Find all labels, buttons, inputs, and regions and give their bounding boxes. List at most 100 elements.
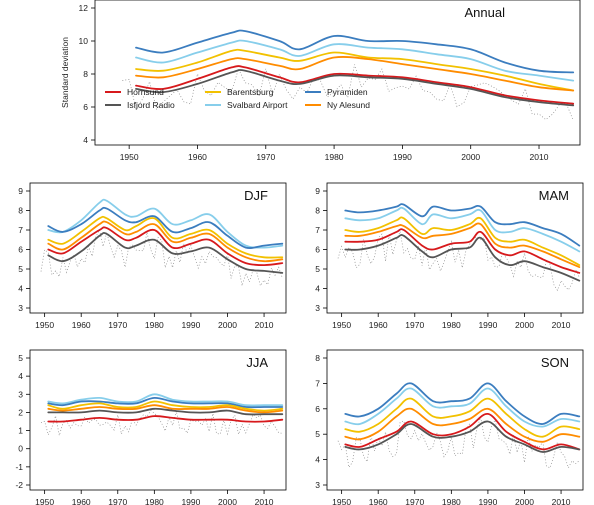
y-tick-label: 4 — [18, 371, 23, 381]
y-tick-label: 10 — [79, 36, 89, 46]
series-line-svalbard-airport — [344, 387, 581, 428]
series-line-svalbard-airport — [135, 39, 575, 82]
y-axis-label: Standard deviation — [60, 37, 70, 108]
plot-frame — [94, 0, 581, 146]
series-line-ny-alesund — [47, 220, 284, 263]
y-tick-label: 6 — [315, 245, 320, 255]
y-tick-label: 5 — [315, 429, 320, 439]
legend-label: Ny Alesund — [327, 100, 370, 110]
series-line-hornsund — [344, 228, 581, 274]
legend-label: Hornsund — [127, 87, 164, 97]
chart-title: JJA — [246, 355, 268, 370]
series-line-ny-alesund — [344, 407, 581, 443]
legend-item: Isfjord Radio — [105, 100, 175, 110]
x-tick-label: 1980 — [325, 152, 344, 162]
x-tick-label: 1950 — [332, 497, 351, 505]
x-tick-label: 1960 — [72, 320, 91, 330]
x-tick-label: 1950 — [35, 320, 54, 330]
chart-title: MAM — [539, 188, 569, 203]
raw-data-line — [337, 230, 580, 292]
legend-item: Hornsund — [105, 87, 164, 97]
series-line-isfjord-radio — [135, 69, 575, 107]
series-line-barentsburg — [47, 215, 284, 259]
x-tick-label: 2000 — [218, 497, 237, 505]
legend-item: Ny Alesund — [305, 100, 370, 110]
series-line-ny-alesund — [47, 404, 284, 414]
series-line-pyramiden — [344, 203, 581, 247]
chart-title: SON — [541, 355, 569, 370]
y-tick-label: -1 — [15, 462, 23, 472]
legend-label: Svalbard Airport — [227, 100, 288, 110]
plot-frame — [29, 182, 287, 314]
y-tick-label: 7 — [18, 225, 23, 235]
series-line-ny-alesund — [344, 222, 581, 268]
x-tick-label: 2000 — [218, 320, 237, 330]
series-line-barentsburg — [344, 216, 581, 266]
y-tick-label: 7 — [315, 378, 320, 388]
y-tick-label: -2 — [15, 480, 23, 490]
y-tick-label: 6 — [315, 404, 320, 414]
chart-title: DJF — [244, 188, 268, 203]
x-tick-label: 1990 — [181, 497, 200, 505]
x-tick-label: 2010 — [530, 152, 549, 162]
chart-panel-djf: 3 4 5 6 7 8 9 1950 1960 1970 1980 1990 2000 2010 DJF — [18, 182, 287, 330]
x-tick-label: 2010 — [255, 497, 274, 505]
chart-panel-jja: -2 -1 0 1 2 3 4 5 1950 1960 1970 1980 1990 2000 2010 JJ… — [15, 349, 287, 505]
y-tick-label: 9 — [315, 186, 320, 196]
x-tick-label: 1950 — [120, 152, 139, 162]
series-line-pyramiden — [47, 206, 284, 249]
y-tick-label: 3 — [18, 303, 23, 313]
y-tick-label: 4 — [83, 135, 88, 145]
series-line-isfjord-radio — [47, 231, 284, 274]
series-line-isfjord-radio — [344, 420, 581, 453]
y-tick-label: 7 — [315, 225, 320, 235]
plot-frame — [326, 349, 584, 491]
x-tick-label: 1980 — [442, 497, 461, 505]
series-line-hornsund — [47, 226, 284, 266]
series-line-hornsund — [135, 65, 575, 105]
series-line-hornsund — [47, 415, 284, 423]
chart-panel-son: 3 4 5 6 7 8 1950 1960 1970 1980 1990 2000 2010 SON — [315, 349, 584, 505]
x-tick-label: 1960 — [188, 152, 207, 162]
x-tick-label: 1980 — [145, 497, 164, 505]
y-tick-label: 6 — [18, 245, 23, 255]
series-line-barentsburg — [135, 48, 575, 92]
y-tick-label: 8 — [83, 69, 88, 79]
y-tick-label: 2 — [18, 407, 23, 417]
x-tick-label: 2010 — [255, 320, 274, 330]
y-tick-label: 3 — [18, 389, 23, 399]
x-tick-label: 1980 — [145, 320, 164, 330]
x-tick-label: 1950 — [332, 320, 351, 330]
x-tick-label: 1970 — [108, 320, 127, 330]
x-tick-label: 1960 — [369, 320, 388, 330]
y-tick-label: 4 — [18, 284, 23, 294]
x-tick-label: 2010 — [552, 497, 571, 505]
legend-label: Pyramiden — [327, 87, 368, 97]
raw-data-line — [40, 409, 283, 436]
series-line-pyramiden — [344, 382, 581, 425]
x-tick-label: 2010 — [552, 320, 571, 330]
chart-panel-mam: 3 4 5 6 7 8 9 1950 1960 1970 1980 1990 2000 2010 MAM — [315, 182, 584, 330]
series-line-ny-alesund — [135, 56, 575, 92]
plot-frame — [29, 349, 287, 491]
series-line-pyramiden — [47, 396, 284, 409]
y-tick-label: 8 — [18, 206, 23, 216]
series-line-svalbard-airport — [47, 198, 284, 249]
y-tick-label: 8 — [315, 206, 320, 216]
y-tick-label: 4 — [315, 284, 320, 294]
x-tick-label: 1970 — [256, 152, 275, 162]
y-tick-label: 1 — [18, 426, 23, 436]
x-tick-label: 1960 — [369, 497, 388, 505]
chart-title: Annual — [465, 5, 506, 20]
x-tick-label: 1990 — [478, 497, 497, 505]
y-tick-label: 4 — [315, 455, 320, 465]
series-line-svalbard-airport — [47, 393, 284, 407]
x-tick-label: 1990 — [478, 320, 497, 330]
x-tick-label: 1970 — [405, 320, 424, 330]
y-tick-label: 3 — [315, 303, 320, 313]
legend-label: Isfjord Radio — [127, 100, 175, 110]
y-tick-label: 3 — [315, 480, 320, 490]
x-tick-label: 1990 — [393, 152, 412, 162]
x-tick-label: 1950 — [35, 497, 54, 505]
